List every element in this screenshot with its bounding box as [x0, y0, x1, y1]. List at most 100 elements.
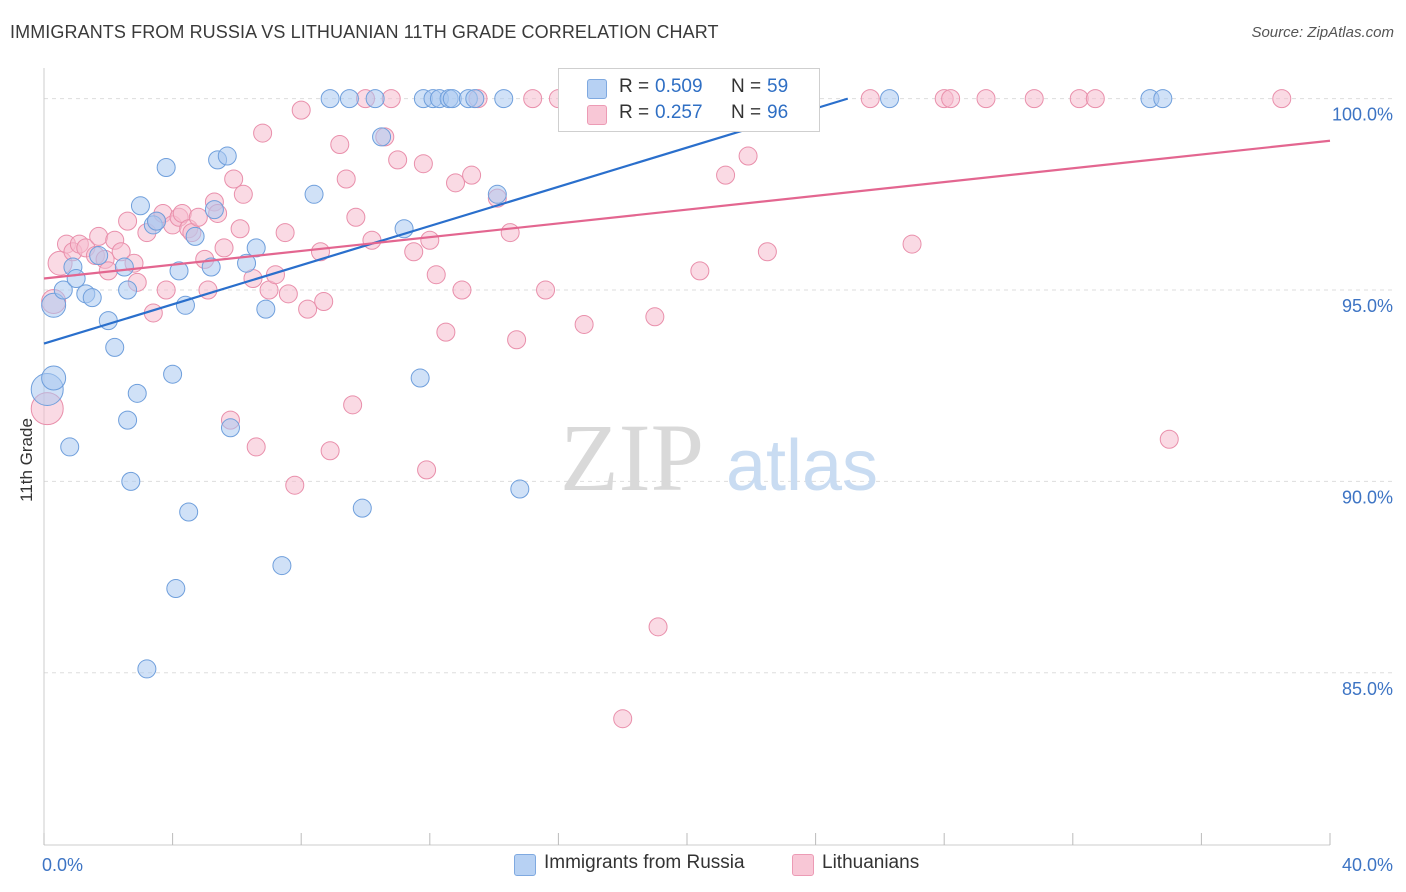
lithuanians-point	[253, 123, 273, 143]
legend-r-label: R =	[619, 102, 650, 123]
lithuanians-point	[381, 89, 401, 109]
russia-point	[82, 288, 102, 308]
lithuanians-point	[298, 299, 318, 319]
lithuanians-point	[902, 234, 922, 254]
russia-point	[169, 261, 189, 281]
lithuanians-point	[426, 265, 446, 285]
y-tick-label: 85.0%	[1342, 679, 1393, 699]
lithuanians-point	[500, 223, 520, 243]
russia-point	[105, 337, 125, 357]
russia-point	[442, 89, 462, 109]
russia-point	[179, 502, 199, 522]
russia-point	[880, 89, 900, 109]
y-tick-label: 90.0%	[1342, 487, 1393, 507]
tick-labels: 100.0% 95.0% 90.0% 85.0% 0.0% 40.0%	[42, 105, 1393, 875]
lithuanians-point	[1085, 89, 1105, 109]
russia-point	[137, 659, 157, 679]
russia-point	[510, 479, 530, 499]
lithuanians-point	[1024, 89, 1044, 109]
russia-point	[41, 365, 67, 391]
lithuanians-point	[462, 165, 482, 185]
russia-point	[256, 299, 276, 319]
russia-point	[60, 437, 80, 457]
lithuanians-point	[757, 242, 777, 262]
legend-r-value: 0.257	[655, 102, 703, 123]
russia-point	[89, 246, 109, 266]
lithuanians-trend-line	[43, 139, 1331, 280]
russia-point	[118, 280, 138, 300]
russia-point	[339, 89, 359, 109]
y-tick-label: 95.0%	[1342, 296, 1393, 316]
watermark-atlas: atlas	[726, 426, 878, 506]
lithuanians-point	[941, 89, 961, 109]
russia-point	[118, 410, 138, 430]
lithuanians-point	[1159, 429, 1179, 449]
lithuanians-point	[507, 330, 527, 350]
russia-point	[410, 368, 430, 388]
russia-point	[204, 200, 224, 220]
russia-point	[365, 89, 385, 109]
lithuanians-point	[214, 238, 234, 258]
lithuanians-point	[285, 475, 305, 495]
legend-n-value: 59	[767, 76, 789, 97]
lithuanians-point	[536, 280, 556, 300]
lithuanians-point	[417, 460, 437, 480]
lithuanians-point	[230, 219, 250, 239]
bottom-legend-swatch-russia	[514, 854, 536, 876]
lithuanians-point	[388, 150, 408, 170]
russia-trend-line	[43, 97, 849, 345]
axes	[43, 68, 1331, 846]
lithuanians-point	[336, 169, 356, 189]
russia-point	[465, 89, 485, 109]
lithuanians-point	[330, 135, 350, 155]
russia-point	[130, 196, 150, 216]
russia-point	[304, 184, 324, 204]
series-russia-points	[30, 89, 1173, 679]
lithuanians-point	[452, 280, 472, 300]
lithuanians-point	[860, 89, 880, 109]
russia-point	[121, 471, 141, 491]
lithuanians-point	[716, 165, 736, 185]
lithuanians-point	[976, 89, 996, 109]
russia-point	[41, 292, 67, 318]
lithuanians-point	[404, 242, 424, 262]
lithuanians-point	[613, 709, 633, 729]
russia-point	[201, 257, 221, 277]
russia-point	[246, 238, 266, 258]
legend-r-label: R =	[619, 76, 650, 97]
grid-lines	[44, 98, 1395, 674]
russia-point	[127, 383, 147, 403]
russia-point	[147, 211, 167, 231]
lithuanians-point	[310, 242, 330, 262]
lithuanians-point	[690, 261, 710, 281]
russia-point	[372, 127, 392, 147]
russia-point	[217, 146, 237, 166]
russia-point	[272, 556, 292, 576]
lithuanians-point	[1272, 89, 1292, 109]
legend-n-label: N =	[731, 76, 762, 97]
y-axis-label: 11th Grade	[17, 418, 36, 502]
russia-point	[185, 226, 205, 246]
correlation-legend: R = 0.509 N = 59 R = 0.257 N = 96	[558, 68, 820, 132]
bottom-legend-swatch-lithuanians	[792, 854, 814, 876]
lithuanians-point	[156, 280, 176, 300]
russia-point	[494, 89, 514, 109]
watermark-zip: ZIP	[560, 404, 704, 511]
russia-point	[166, 579, 186, 599]
russia-point	[163, 364, 183, 384]
lithuanians-point	[275, 223, 295, 243]
russia-point	[66, 269, 86, 289]
lithuanians-point	[291, 100, 311, 120]
lithuanians-point	[738, 146, 758, 166]
legend-n-label: N =	[731, 102, 762, 123]
russia-point	[220, 418, 240, 438]
lithuanians-point	[188, 207, 208, 227]
legend-n-value: 96	[767, 102, 789, 123]
lithuanians-point	[574, 314, 594, 334]
russia-point	[237, 253, 257, 273]
russia-point	[156, 158, 176, 178]
russia-point	[114, 257, 134, 277]
bottom-legend-label-lithuanians: Lithuanians	[822, 852, 920, 873]
lithuanians-point	[648, 617, 668, 637]
